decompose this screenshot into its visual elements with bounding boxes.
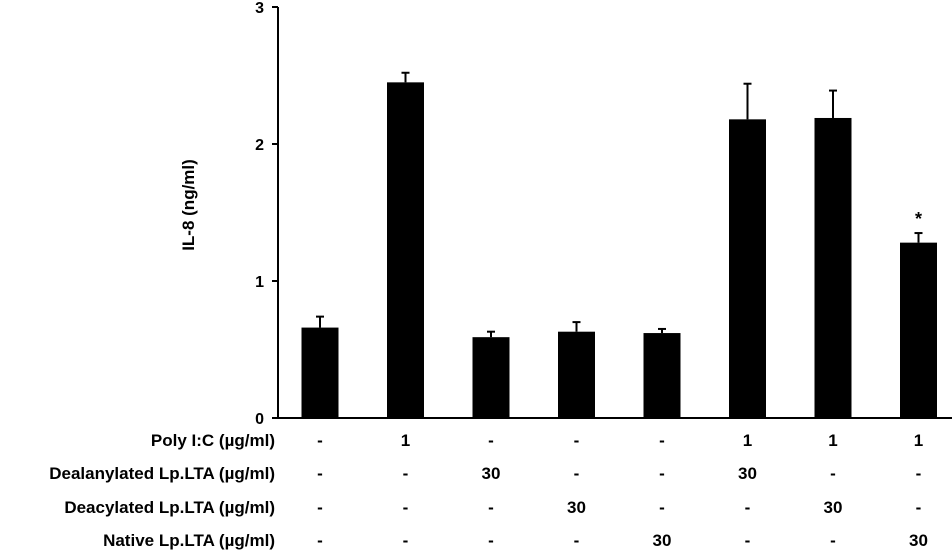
bars: * bbox=[301, 71, 937, 418]
table-cell: - bbox=[403, 498, 409, 517]
table-cell: - bbox=[403, 531, 409, 550]
table-cell: - bbox=[916, 498, 922, 517]
y-tick-label: 1 bbox=[255, 274, 264, 291]
table-cell: - bbox=[488, 431, 494, 450]
table-cell: 30 bbox=[824, 498, 843, 517]
treatment-table: Poly I:C (µg/ml) - 1 - - - 1 1 1 Dealanylated Lp.… bbox=[49, 431, 928, 550]
table-row-label: Dealanylated Lp.LTA (µg/ml) bbox=[49, 464, 275, 483]
table-cell: 30 bbox=[909, 531, 928, 550]
table-row-label: Native Lp.LTA (µg/ml) bbox=[103, 531, 275, 550]
table-cell: 1 bbox=[828, 431, 837, 450]
table-cell: - bbox=[488, 498, 494, 517]
table-cell: - bbox=[830, 531, 836, 550]
bar bbox=[643, 333, 681, 418]
table-cell: - bbox=[317, 498, 323, 517]
table-cell: - bbox=[659, 498, 665, 517]
table-cell: 30 bbox=[738, 464, 757, 483]
y-tick-label: 2 bbox=[255, 137, 264, 154]
table-cell: - bbox=[403, 464, 409, 483]
bar bbox=[814, 117, 852, 418]
table-cell: 30 bbox=[653, 531, 672, 550]
table-cell: 30 bbox=[567, 498, 586, 517]
table-cell: 30 bbox=[482, 464, 501, 483]
table-cell: - bbox=[659, 464, 665, 483]
significance-marker: * bbox=[915, 209, 922, 229]
y-axis-label: IL-8 (ng/ml) bbox=[179, 159, 198, 251]
bar bbox=[729, 119, 766, 418]
table-row-label: Poly I:C (µg/ml) bbox=[151, 431, 275, 450]
bar bbox=[558, 331, 595, 418]
table-cell: 1 bbox=[401, 431, 410, 450]
table-cell: - bbox=[488, 531, 494, 550]
table-cell: - bbox=[317, 464, 323, 483]
y-tick-label: 3 bbox=[255, 0, 264, 17]
table-cell: - bbox=[317, 431, 323, 450]
table-cell: 1 bbox=[743, 431, 752, 450]
y-tick-label: 0 bbox=[255, 411, 264, 428]
table-cell: - bbox=[745, 531, 751, 550]
bar bbox=[301, 327, 339, 418]
table-cell: - bbox=[574, 431, 580, 450]
table-cell: - bbox=[574, 531, 580, 550]
bar bbox=[472, 337, 510, 418]
table-cell: - bbox=[830, 464, 836, 483]
table-cell: - bbox=[317, 531, 323, 550]
table-cell: 1 bbox=[914, 431, 923, 450]
table-cell: - bbox=[574, 464, 580, 483]
table-cell: - bbox=[659, 431, 665, 450]
bar bbox=[387, 82, 424, 418]
table-cell: - bbox=[745, 498, 751, 517]
bar bbox=[900, 242, 937, 418]
table-row-label: Deacylated Lp.LTA (µg/ml) bbox=[64, 498, 275, 517]
table-cell: - bbox=[916, 464, 922, 483]
